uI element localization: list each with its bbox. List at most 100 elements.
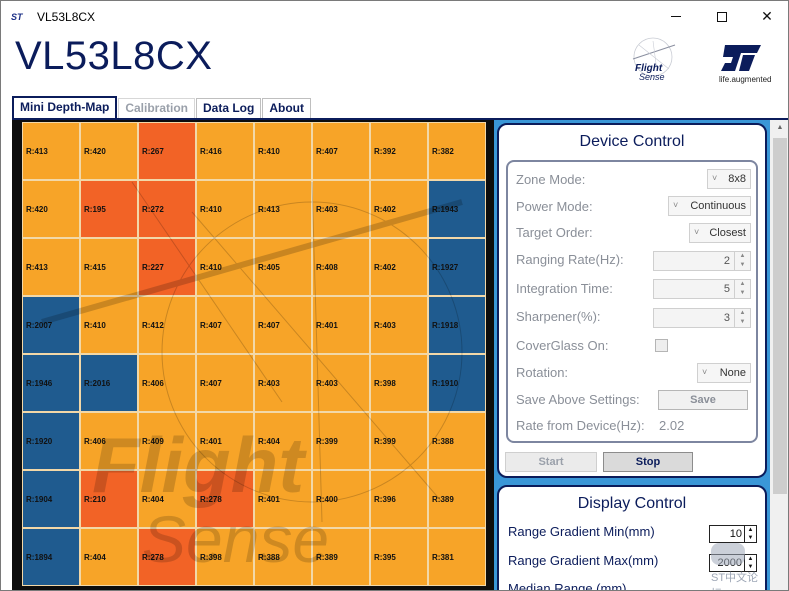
st-tagline: life.augmented [719,75,772,84]
close-icon: ✕ [761,8,773,24]
stop-button[interactable]: Stop [603,452,693,472]
sharpener-label: Sharpener(%): [516,309,601,324]
depth-cell: R:413 [254,180,312,238]
depth-cell: R:420 [80,122,138,180]
depth-cell: R:415 [80,238,138,296]
depth-cell: R:403 [312,180,370,238]
window-title: VL53L8CX [37,9,96,24]
range-min-input[interactable]: 10 ▲ ▼ [709,525,757,543]
tab-mini-depth-map[interactable]: Mini Depth-Map [12,96,118,118]
depth-cell: R:406 [138,354,196,412]
power-mode-value: Continuous [690,200,746,212]
depth-cell: R:410 [196,238,254,296]
depth-cell: R:416 [196,122,254,180]
depth-cell: R:399 [370,412,428,470]
depth-cell: R:1918 [428,296,486,354]
maximize-button[interactable] [699,1,745,32]
depth-cell: R:1910 [428,354,486,412]
integration-time-input[interactable]: 5 ▲ ▼ [653,279,751,299]
flightsense-text-1: Flight [635,63,663,74]
integration-time-label: Integration Time: [516,281,613,296]
depth-cell: R:402 [370,180,428,238]
power-mode-select[interactable]: ˅ Continuous [668,196,751,216]
coverglass-checkbox[interactable] [655,339,668,352]
spinner-buttons[interactable]: ▲ ▼ [744,555,756,571]
depth-cell: R:388 [254,528,312,586]
depth-cell: R:405 [254,238,312,296]
depth-cell: R:278 [138,528,196,586]
minimize-icon [671,16,681,17]
depth-cell: R:272 [138,180,196,238]
depth-cell: R:407 [196,296,254,354]
spinner-buttons[interactable]: ▲ ▼ [734,252,750,270]
chevron-down-icon: ˅ [694,227,700,237]
depth-cell: R:227 [138,238,196,296]
power-mode-label: Power Mode: [516,199,593,214]
integration-time-value: 5 [723,283,730,295]
zone-mode-value: 8x8 [728,173,746,185]
sharpener-value: 3 [723,312,730,324]
depth-cell: R:210 [80,470,138,528]
close-button[interactable]: ✕ [744,1,788,32]
minimize-button[interactable] [653,1,699,32]
flightsense-logo: Flight Sense [632,37,676,82]
depth-cell: R:402 [370,238,428,296]
depth-cell: R:401 [254,470,312,528]
depth-cell: R:1927 [428,238,486,296]
zone-mode-label: Zone Mode: [516,172,586,187]
depth-cell: R:389 [428,470,486,528]
maximize-icon [717,11,727,22]
sharpener-input[interactable]: 3 ▲ ▼ [653,308,751,328]
tab-data-log[interactable]: Data Log [196,98,262,118]
depth-cell: R:410 [254,122,312,180]
depth-cell: R:1943 [428,180,486,238]
ranging-rate-input[interactable]: 2 ▲ ▼ [653,251,751,271]
range-min-value: 10 [729,528,742,540]
side-panel-scrollbar[interactable]: ▲ [770,120,788,590]
spinner-buttons[interactable]: ▲ ▼ [734,309,750,327]
depth-cell: R:403 [370,296,428,354]
depth-cell: R:407 [312,122,370,180]
depth-cell: R:267 [138,122,196,180]
forum-watermark-text: ST中文论坛 [711,572,759,590]
spinner-buttons[interactable]: ▲ ▼ [734,280,750,298]
depth-cell: R:398 [196,528,254,586]
depth-cell: R:403 [312,354,370,412]
chat-bubble-icon [711,543,745,565]
target-order-select[interactable]: ˅ Closest [689,223,751,243]
rotation-value: None [719,367,746,379]
depth-cell: R:399 [312,412,370,470]
rate-from-device-label: Rate from Device(Hz): [516,418,645,433]
app-title: VL53L8CX [15,34,213,78]
spinner-buttons[interactable]: ▲ ▼ [744,526,756,542]
depth-cell: R:389 [312,528,370,586]
depth-cell: R:1894 [22,528,80,586]
median-range-label: Median Range (mm) [508,581,627,591]
save-settings-label: Save Above Settings: [516,392,640,407]
range-max-label: Range Gradient Max(mm) [508,553,659,568]
depth-cell: R:1904 [22,470,80,528]
depth-cell: R:400 [312,470,370,528]
scroll-thumb[interactable] [773,138,787,494]
device-control-title: Device Control [579,133,685,150]
scroll-up-icon[interactable]: ▲ [776,124,784,131]
depth-cell: R:413 [22,122,80,180]
tab-calibration[interactable]: Calibration [118,98,195,118]
start-button[interactable]: Start [505,452,597,472]
depth-cell: R:404 [254,412,312,470]
depth-cell: R:388 [428,412,486,470]
zone-mode-select[interactable]: ˅ 8x8 [707,169,751,189]
save-button[interactable]: Save [658,390,748,410]
coverglass-label: CoverGlass On: [516,338,609,353]
depth-cell: R:408 [312,238,370,296]
st-logo: life.augmented [719,43,779,87]
rotation-select[interactable]: ˅ None [697,363,751,383]
tab-about[interactable]: About [262,98,311,118]
depth-cell: R:398 [370,354,428,412]
depth-cell: R:406 [80,412,138,470]
depth-cell: R:2016 [80,354,138,412]
title-bar: ST VL53L8CX ✕ [1,1,788,32]
depth-cell: R:420 [22,180,80,238]
depth-cell: R:412 [138,296,196,354]
